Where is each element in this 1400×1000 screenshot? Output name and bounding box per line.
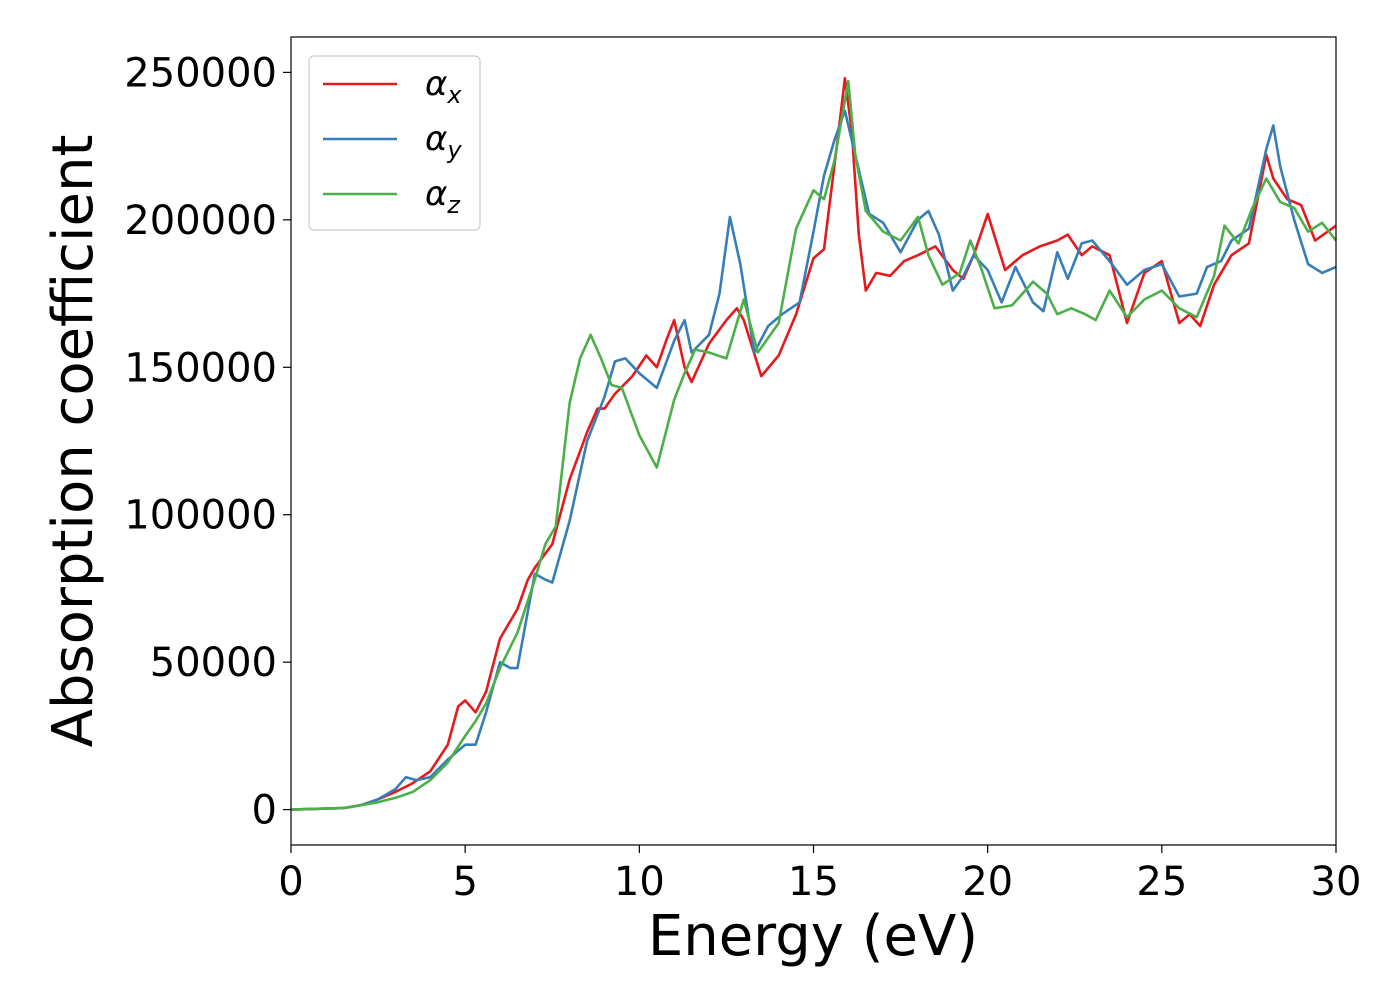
x-tick-label: 30 — [1311, 859, 1362, 905]
x-tick-label: 0 — [278, 859, 303, 905]
x-tick-label: 25 — [1136, 859, 1187, 905]
series-line-z — [290, 79, 1338, 811]
y-tick-label: 150000 — [124, 345, 277, 391]
x-axis-ticks: 0 5 10 15 20 25 30 — [278, 845, 1361, 905]
y-tick-label: 50000 — [150, 640, 277, 686]
legend-label-x: αx — [425, 64, 462, 109]
y-axis-title: Absorption coefficient — [41, 135, 106, 748]
x-tick-label: 15 — [788, 859, 839, 905]
legend-label-y: αy — [425, 119, 462, 164]
legend: αx αy αz — [308, 55, 481, 231]
x-tick-label: 20 — [962, 859, 1013, 905]
y-axis-ticks: 0 50000 100000 150000 200000 250000 — [124, 50, 291, 834]
legend-label-z: αz — [425, 174, 461, 219]
y-tick-label: 0 — [252, 788, 277, 834]
y-tick-label: 250000 — [124, 50, 277, 96]
x-tick-label: 10 — [614, 859, 665, 905]
x-axis-title: Energy (eV) — [648, 904, 978, 969]
legend-box — [308, 55, 481, 231]
y-tick-label: 200000 — [124, 198, 277, 244]
series-line-y — [290, 109, 1337, 811]
series-lines — [290, 77, 1338, 811]
x-tick-label: 5 — [452, 859, 477, 905]
y-tick-label: 100000 — [124, 493, 277, 539]
